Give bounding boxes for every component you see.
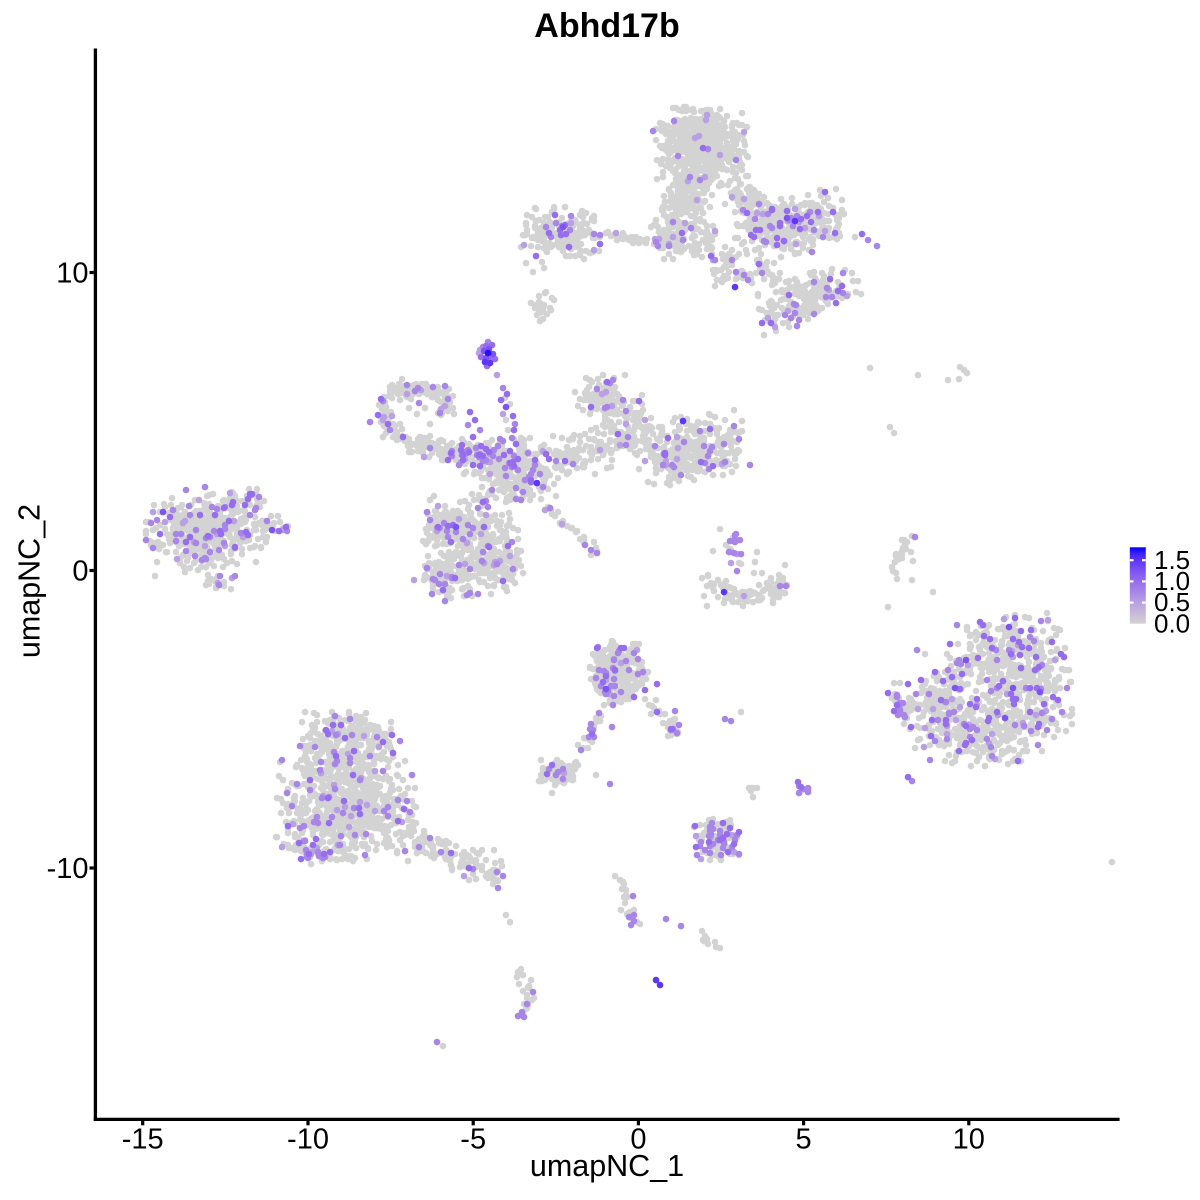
svg-text:0: 0 [72,556,88,588]
svg-text:1.5: 1.5 [1154,545,1190,575]
svg-text:-10: -10 [47,853,89,885]
svg-text:10: 10 [953,1123,985,1155]
svg-text:umapNC_1: umapNC_1 [530,1149,684,1183]
svg-text:1.0: 1.0 [1154,566,1190,596]
svg-text:0: 0 [630,1123,646,1155]
svg-text:-10: -10 [287,1123,329,1155]
svg-text:0.0: 0.0 [1154,608,1190,638]
svg-text:-15: -15 [122,1123,164,1155]
svg-text:0.5: 0.5 [1154,587,1190,617]
svg-text:10: 10 [56,258,88,290]
svg-text:Abhd17b: Abhd17b [534,7,679,45]
svg-text:5: 5 [796,1123,812,1155]
svg-text:umapNC_2: umapNC_2 [13,504,47,658]
svg-text:-5: -5 [460,1123,486,1155]
